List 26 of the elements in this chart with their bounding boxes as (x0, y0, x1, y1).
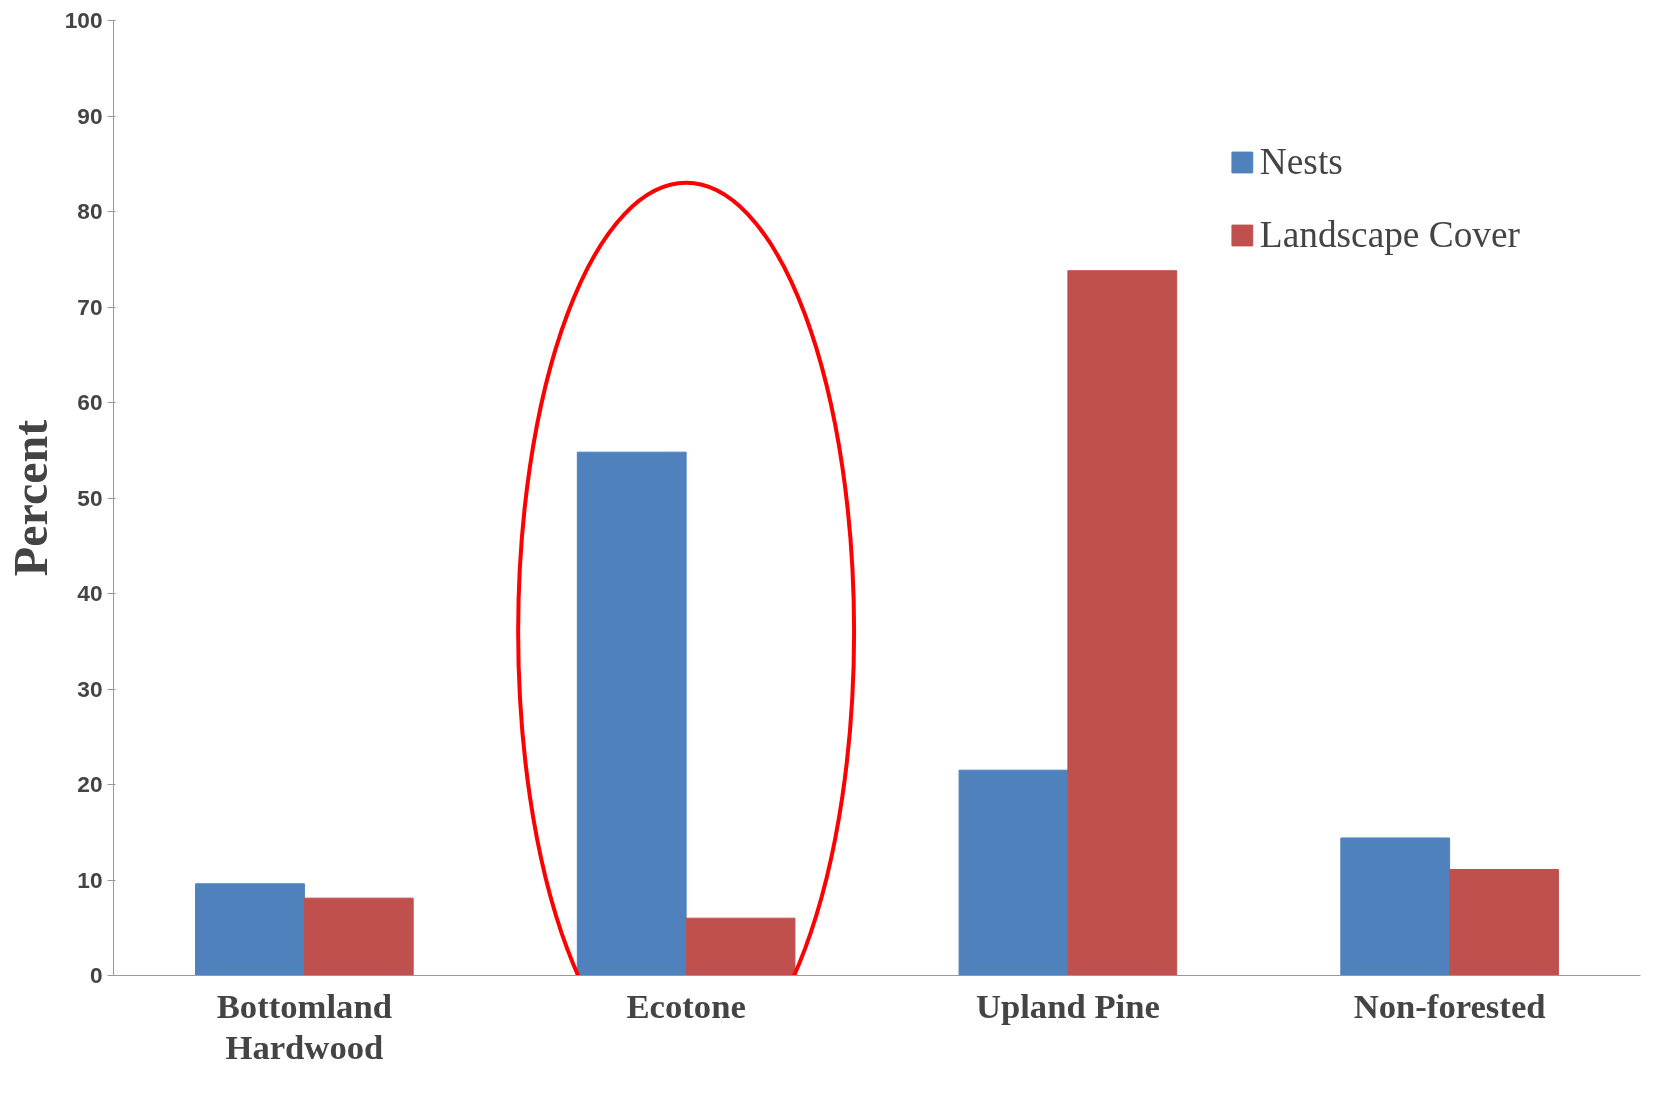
bar (685, 917, 796, 976)
y-tick-label: 100 (64, 7, 103, 33)
bar (195, 883, 305, 976)
bar (576, 451, 687, 976)
y-tick-label: 0 (89, 962, 103, 988)
x-tick-label: Ecotone (626, 986, 746, 1025)
y-tick-label: 90 (77, 102, 103, 129)
bar (1067, 270, 1178, 976)
bar (958, 769, 1069, 976)
bar (1449, 868, 1559, 976)
y-tick-label: 50 (77, 484, 103, 511)
y-tick-label: 10 (77, 866, 103, 893)
bar (1340, 837, 1451, 976)
x-tick-label: Non-forested (1353, 986, 1546, 1025)
y-tick-label: 20 (77, 771, 103, 797)
y-tick-label: 60 (77, 389, 103, 415)
x-tick-label: Upland Pine (975, 986, 1160, 1025)
bar (303, 897, 414, 976)
legend-label: Landscape Cover (1259, 213, 1520, 256)
x-tick-label: Bottomland Hardwood (216, 986, 392, 1067)
y-tick-label: 70 (77, 293, 103, 320)
y-tick-label: 30 (77, 675, 103, 702)
legend-label: Nests (1259, 140, 1343, 183)
y-tick-label: 80 (77, 198, 103, 224)
y-axis-title: Percent (3, 419, 57, 577)
y-tick-label: 40 (77, 580, 103, 606)
